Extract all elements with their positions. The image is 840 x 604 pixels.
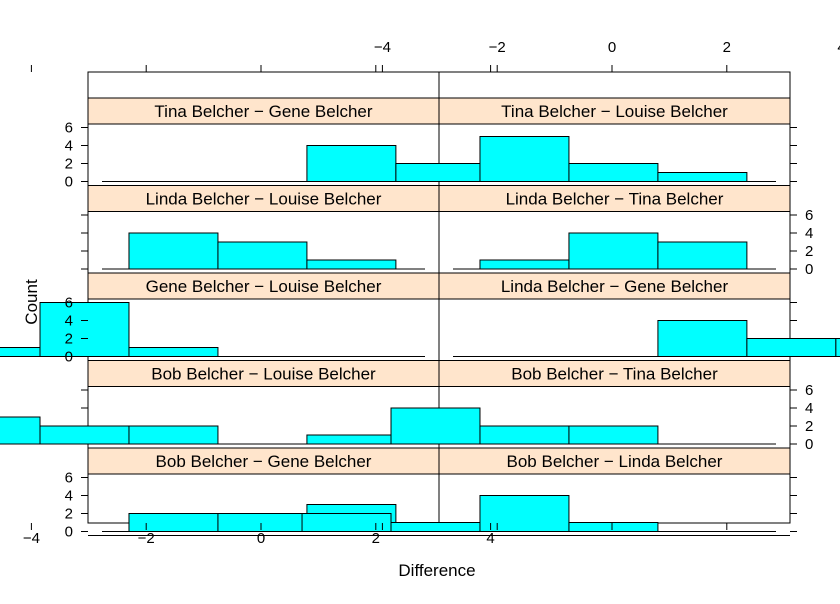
histogram-bar — [479, 495, 570, 532]
strip-background — [438, 97, 791, 125]
histogram-bar — [657, 241, 748, 270]
y-tick-label-left: 6 — [65, 295, 73, 312]
histogram-bar — [306, 145, 397, 182]
x-tick-label-top: 0 — [608, 39, 616, 56]
strip-label: Gene Belcher − Louise Belcher — [146, 277, 382, 296]
strip-background — [87, 97, 440, 125]
x-tick-label-top: −2 — [489, 39, 506, 56]
x-tick-label: −4 — [23, 530, 40, 547]
histogram-bar — [479, 136, 570, 182]
strip-label: Linda Belcher − Tina Belcher — [506, 190, 724, 209]
histogram-bar — [217, 513, 308, 532]
y-tick-label-left: 2 — [65, 331, 73, 348]
y-tick-label-left: 0 — [65, 349, 73, 366]
histogram-bar — [128, 425, 219, 445]
y-tick-label-right: 6 — [805, 207, 813, 224]
histogram-bar — [39, 425, 130, 445]
panel-0: Bob Belcher − Gene Belcher — [87, 447, 575, 536]
strip-label: Tina Belcher − Gene Belcher — [154, 102, 372, 121]
histogram-bar — [390, 522, 481, 532]
histogram-bar — [568, 522, 659, 532]
x-tick-label-top: −4 — [374, 39, 391, 56]
histogram-bar — [657, 320, 748, 357]
histogram-bar — [306, 434, 397, 445]
histogram-bar — [390, 407, 481, 445]
x-axis-label: Difference — [398, 561, 475, 580]
panel-3: Bob Belcher − Tina Belcher — [390, 360, 791, 449]
y-tick-label-right: 0 — [805, 436, 813, 453]
strip-label: Bob Belcher − Louise Belcher — [151, 365, 376, 384]
panel-1: Bob Belcher − Linda Belcher — [301, 447, 791, 536]
strip-label: Linda Belcher − Louise Belcher — [146, 190, 382, 209]
strip-label: Linda Belcher − Gene Belcher — [501, 277, 729, 296]
y-tick-label-right: 6 — [805, 382, 813, 399]
histogram-bar — [217, 241, 308, 270]
histogram-bar — [746, 338, 837, 357]
histogram-bar — [657, 172, 748, 182]
x-tick-label: 4 — [486, 530, 494, 547]
strip-label: Bob Belcher − Gene Belcher — [156, 452, 372, 471]
histogram-bar — [0, 347, 41, 357]
histogram-bar — [128, 513, 219, 532]
strip-background — [438, 272, 791, 300]
panel-7: Linda Belcher − Tina Belcher — [438, 185, 791, 274]
histogram-bar — [479, 425, 570, 445]
x-tick-label-top: 4 — [837, 39, 840, 56]
histogram-bar — [568, 232, 659, 270]
y-tick-label-left: 2 — [65, 506, 73, 523]
y-tick-label-left: 6 — [65, 470, 73, 487]
histogram-bar — [479, 259, 570, 270]
histogram-bar — [301, 513, 392, 532]
panels-group: Bob Belcher − Gene Belcher Bob Belcher − … — [0, 71, 840, 536]
x-tick-label-top: 2 — [723, 39, 731, 56]
strip-background — [87, 447, 440, 475]
x-tick-label: 2 — [372, 530, 380, 547]
y-tick-label-right: 4 — [805, 225, 813, 242]
histogram-bar — [0, 416, 41, 445]
y-tick-label-left: 2 — [65, 156, 73, 173]
histogram-bar — [395, 163, 486, 182]
histogram-bar — [306, 259, 397, 270]
panel-5: Linda Belcher − Gene Belcher — [438, 272, 840, 361]
y-tick-label-left: 4 — [65, 488, 73, 505]
x-tick-label: −2 — [138, 530, 155, 547]
strip-background — [438, 360, 791, 387]
panel-6: Linda Belcher − Louise Belcher — [87, 185, 440, 274]
histogram-bar — [568, 425, 659, 445]
panel-4: Gene Belcher − Louise Belcher — [0, 272, 440, 361]
panel-2: Bob Belcher − Louise Belcher — [0, 360, 440, 449]
y-tick-label-left: 0 — [65, 174, 73, 191]
strip-label: Bob Belcher − Tina Belcher — [511, 365, 718, 384]
histogram-bar — [128, 347, 219, 357]
strip-label: Bob Belcher − Linda Belcher — [507, 452, 723, 471]
y-tick-label-right: 2 — [805, 418, 813, 435]
y-tick-label-right: 2 — [805, 243, 813, 260]
y-tick-label-left: 0 — [65, 524, 73, 541]
histogram-bar — [835, 338, 840, 357]
histogram-bar — [39, 302, 130, 357]
y-tick-label-left: 4 — [65, 138, 73, 155]
x-tick-label: 0 — [257, 530, 265, 547]
histogram-bar — [128, 232, 219, 270]
panel-9: Tina Belcher − Louise Belcher — [438, 97, 791, 186]
strip-label: Tina Belcher − Louise Belcher — [501, 102, 728, 121]
strip-background — [438, 185, 791, 212]
y-axis-label: Count — [22, 279, 41, 325]
y-tick-label-left: 4 — [65, 313, 73, 330]
strip-background — [87, 185, 440, 212]
y-tick-label-right: 4 — [805, 400, 813, 417]
y-tick-label-left: 6 — [65, 120, 73, 137]
y-tick-label-right: 0 — [805, 261, 813, 278]
histogram-bar — [568, 163, 659, 182]
